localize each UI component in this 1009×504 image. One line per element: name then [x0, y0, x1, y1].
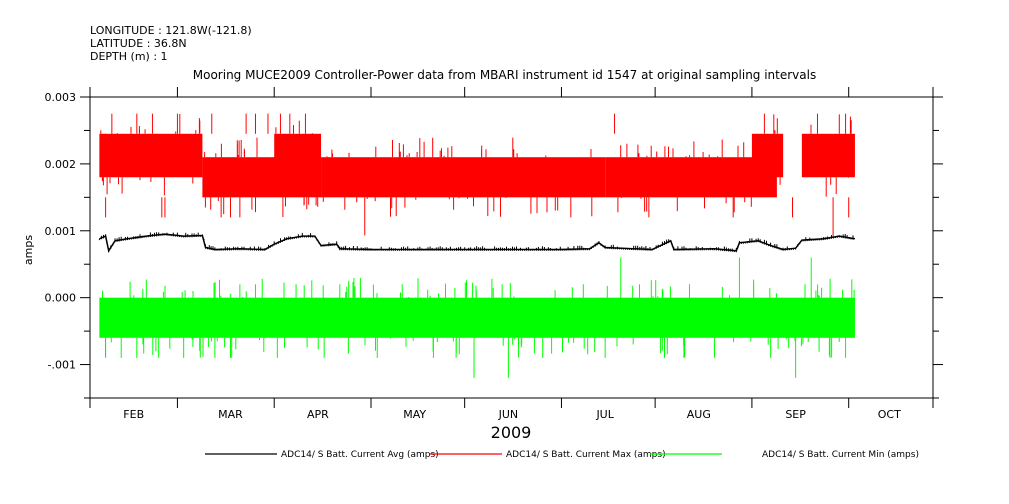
series-band: [99, 133, 203, 178]
series-noise: [102, 278, 855, 358]
series-band: [321, 157, 606, 198]
series-min-group: [99, 257, 855, 378]
y-tick-label: 0.002: [45, 158, 77, 171]
x-axis-label: 2009: [491, 423, 532, 442]
series-noise: [322, 137, 593, 217]
series-noise: [204, 137, 319, 217]
header-depth: DEPTH (m) : 1: [90, 50, 168, 63]
series-noise: [753, 114, 781, 194]
y-tick-label: 0.003: [45, 91, 77, 104]
series-noise: [100, 114, 201, 196]
series-max-group: [99, 113, 855, 238]
x-tick-label: OCT: [878, 408, 901, 421]
chart-title: Mooring MUCE2009 Controller-Power data f…: [192, 68, 817, 82]
series-band: [274, 133, 322, 178]
x-tick-label: SEP: [785, 408, 806, 421]
x-tick-label: MAY: [403, 408, 426, 421]
x-tick-label: JUN: [498, 408, 519, 421]
series-noise: [810, 114, 852, 197]
x-tick-label: MAR: [218, 408, 243, 421]
legend-label: ADC14/ S Batt. Current Min (amps): [762, 450, 919, 460]
series-band: [605, 157, 777, 198]
legend-label: ADC14/ S Batt. Current Avg (amps): [281, 450, 439, 460]
axes: -.001 0.000 0.001 0.002 0.003 FEB MAR APR MAY JUN…: [45, 87, 943, 421]
x-tick-label: AUG: [687, 408, 711, 421]
y-tick-label: 0.001: [45, 225, 77, 238]
plot-frame: [89, 96, 934, 399]
x-tick-label: APR: [307, 408, 329, 421]
x-tick-label: JUL: [595, 408, 614, 421]
series-band: [99, 297, 855, 338]
x-tick-label: FEB: [123, 408, 144, 421]
series-band: [801, 133, 855, 178]
series-avg-noise: [98, 232, 854, 253]
y-tick-label: 0.000: [45, 292, 77, 305]
series-band: [751, 133, 784, 178]
plot-area: [98, 113, 856, 378]
series-avg-group: [98, 232, 856, 253]
legend-label: ADC14/ S Batt. Current Max (amps): [506, 450, 666, 460]
y-axis-label: amps: [22, 235, 35, 265]
y-tick-label: -.001: [48, 359, 76, 372]
legend: ADC14/ S Batt. Current Avg (amps) ADC14/ …: [205, 450, 919, 460]
header-longitude: LONGITUDE : 121.8W(-121.8): [90, 24, 252, 37]
header-latitude: LATITUDE : 36.8N: [90, 37, 187, 50]
